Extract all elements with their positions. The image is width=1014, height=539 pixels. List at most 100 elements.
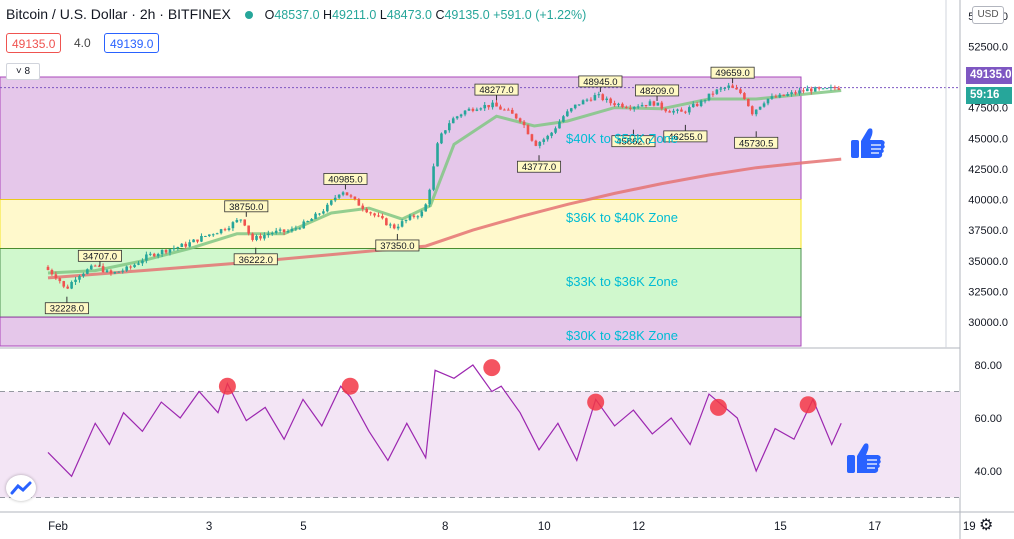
candle[interactable] <box>196 239 199 244</box>
candle[interactable] <box>444 130 447 135</box>
candle[interactable] <box>286 229 290 234</box>
candle[interactable] <box>495 99 498 107</box>
candle[interactable] <box>534 139 538 147</box>
candle[interactable] <box>180 242 184 248</box>
candle[interactable] <box>424 203 428 212</box>
buy-button[interactable]: 49139.0 <box>104 33 160 53</box>
candle[interactable] <box>97 264 101 268</box>
candle[interactable] <box>644 104 648 108</box>
candle[interactable] <box>50 268 54 276</box>
candle[interactable] <box>762 101 766 108</box>
candle[interactable] <box>278 227 282 234</box>
candle[interactable] <box>164 248 168 255</box>
candle[interactable] <box>688 105 691 115</box>
candle[interactable] <box>152 252 156 258</box>
candle[interactable] <box>200 233 203 243</box>
candle[interactable] <box>86 268 89 275</box>
candle[interactable] <box>817 86 821 91</box>
candle[interactable] <box>314 212 317 220</box>
candle[interactable] <box>420 209 424 218</box>
candle[interactable] <box>93 264 97 267</box>
candle[interactable] <box>625 105 628 109</box>
candle[interactable] <box>601 93 605 102</box>
candle[interactable] <box>648 99 652 106</box>
candle[interactable] <box>825 87 829 90</box>
candle[interactable] <box>400 218 404 228</box>
candle[interactable] <box>699 99 703 108</box>
candle[interactable] <box>695 101 699 107</box>
candle[interactable] <box>813 86 817 92</box>
candle[interactable] <box>66 284 69 290</box>
candle[interactable] <box>455 115 459 120</box>
candle[interactable] <box>172 245 176 252</box>
candle[interactable] <box>806 85 809 92</box>
candle[interactable] <box>809 86 813 95</box>
candle[interactable] <box>703 99 707 104</box>
candle[interactable] <box>507 107 510 111</box>
candle[interactable] <box>74 276 77 285</box>
candle[interactable] <box>290 226 294 233</box>
candle[interactable] <box>223 227 227 232</box>
candle[interactable] <box>89 264 93 270</box>
candle[interactable] <box>487 104 490 110</box>
candle[interactable] <box>707 93 711 102</box>
candle[interactable] <box>274 227 278 235</box>
candle[interactable] <box>235 218 239 223</box>
candle[interactable] <box>636 104 640 109</box>
candle[interactable] <box>211 233 215 237</box>
candle[interactable] <box>660 100 664 111</box>
candle[interactable] <box>440 132 443 145</box>
candle[interactable] <box>436 141 439 167</box>
candle[interactable] <box>125 265 128 272</box>
candle[interactable] <box>684 110 687 114</box>
candle[interactable] <box>381 213 384 220</box>
candle[interactable] <box>782 94 786 97</box>
candle[interactable] <box>691 101 695 108</box>
candle[interactable] <box>514 113 518 120</box>
candle[interactable] <box>546 134 549 142</box>
candle[interactable] <box>156 252 160 259</box>
candle[interactable] <box>526 124 530 135</box>
candle[interactable] <box>538 141 542 149</box>
candle[interactable] <box>747 98 750 107</box>
candle[interactable] <box>802 87 805 94</box>
candle[interactable] <box>680 107 683 112</box>
candle[interactable] <box>585 98 589 102</box>
candle[interactable] <box>573 104 577 110</box>
candle[interactable] <box>54 271 58 281</box>
candle[interactable] <box>117 271 121 273</box>
candle[interactable] <box>385 217 388 226</box>
candle[interactable] <box>758 106 762 111</box>
candle[interactable] <box>82 272 85 278</box>
candle[interactable] <box>369 211 372 216</box>
candle[interactable] <box>259 233 262 241</box>
symbol-title[interactable]: Bitcoin / U.S. Dollar · 2h · BITFINEX <box>6 6 231 22</box>
candle[interactable] <box>263 232 266 241</box>
candle[interactable] <box>204 235 207 237</box>
candle[interactable] <box>113 271 117 275</box>
candle[interactable] <box>766 98 770 106</box>
candle[interactable] <box>723 86 727 91</box>
candle[interactable] <box>101 263 105 273</box>
candle[interactable] <box>743 91 746 100</box>
candle[interactable] <box>640 102 644 107</box>
candle[interactable] <box>302 219 306 229</box>
candle[interactable] <box>798 87 801 96</box>
candle[interactable] <box>160 249 164 257</box>
candle[interactable] <box>794 90 797 96</box>
candle[interactable] <box>243 219 247 227</box>
candle[interactable] <box>270 231 274 236</box>
candle[interactable] <box>239 219 243 223</box>
candle[interactable] <box>428 188 431 208</box>
candle[interactable] <box>577 104 581 107</box>
rsi-indicator[interactable] <box>47 359 842 478</box>
candle[interactable] <box>475 107 479 112</box>
candle[interactable] <box>333 195 337 203</box>
candle[interactable] <box>621 102 624 109</box>
candle[interactable] <box>617 102 620 108</box>
candle[interactable] <box>499 104 502 110</box>
candle[interactable] <box>672 108 675 115</box>
candle[interactable] <box>337 194 341 200</box>
candle[interactable] <box>137 261 140 266</box>
candle[interactable] <box>404 219 408 224</box>
